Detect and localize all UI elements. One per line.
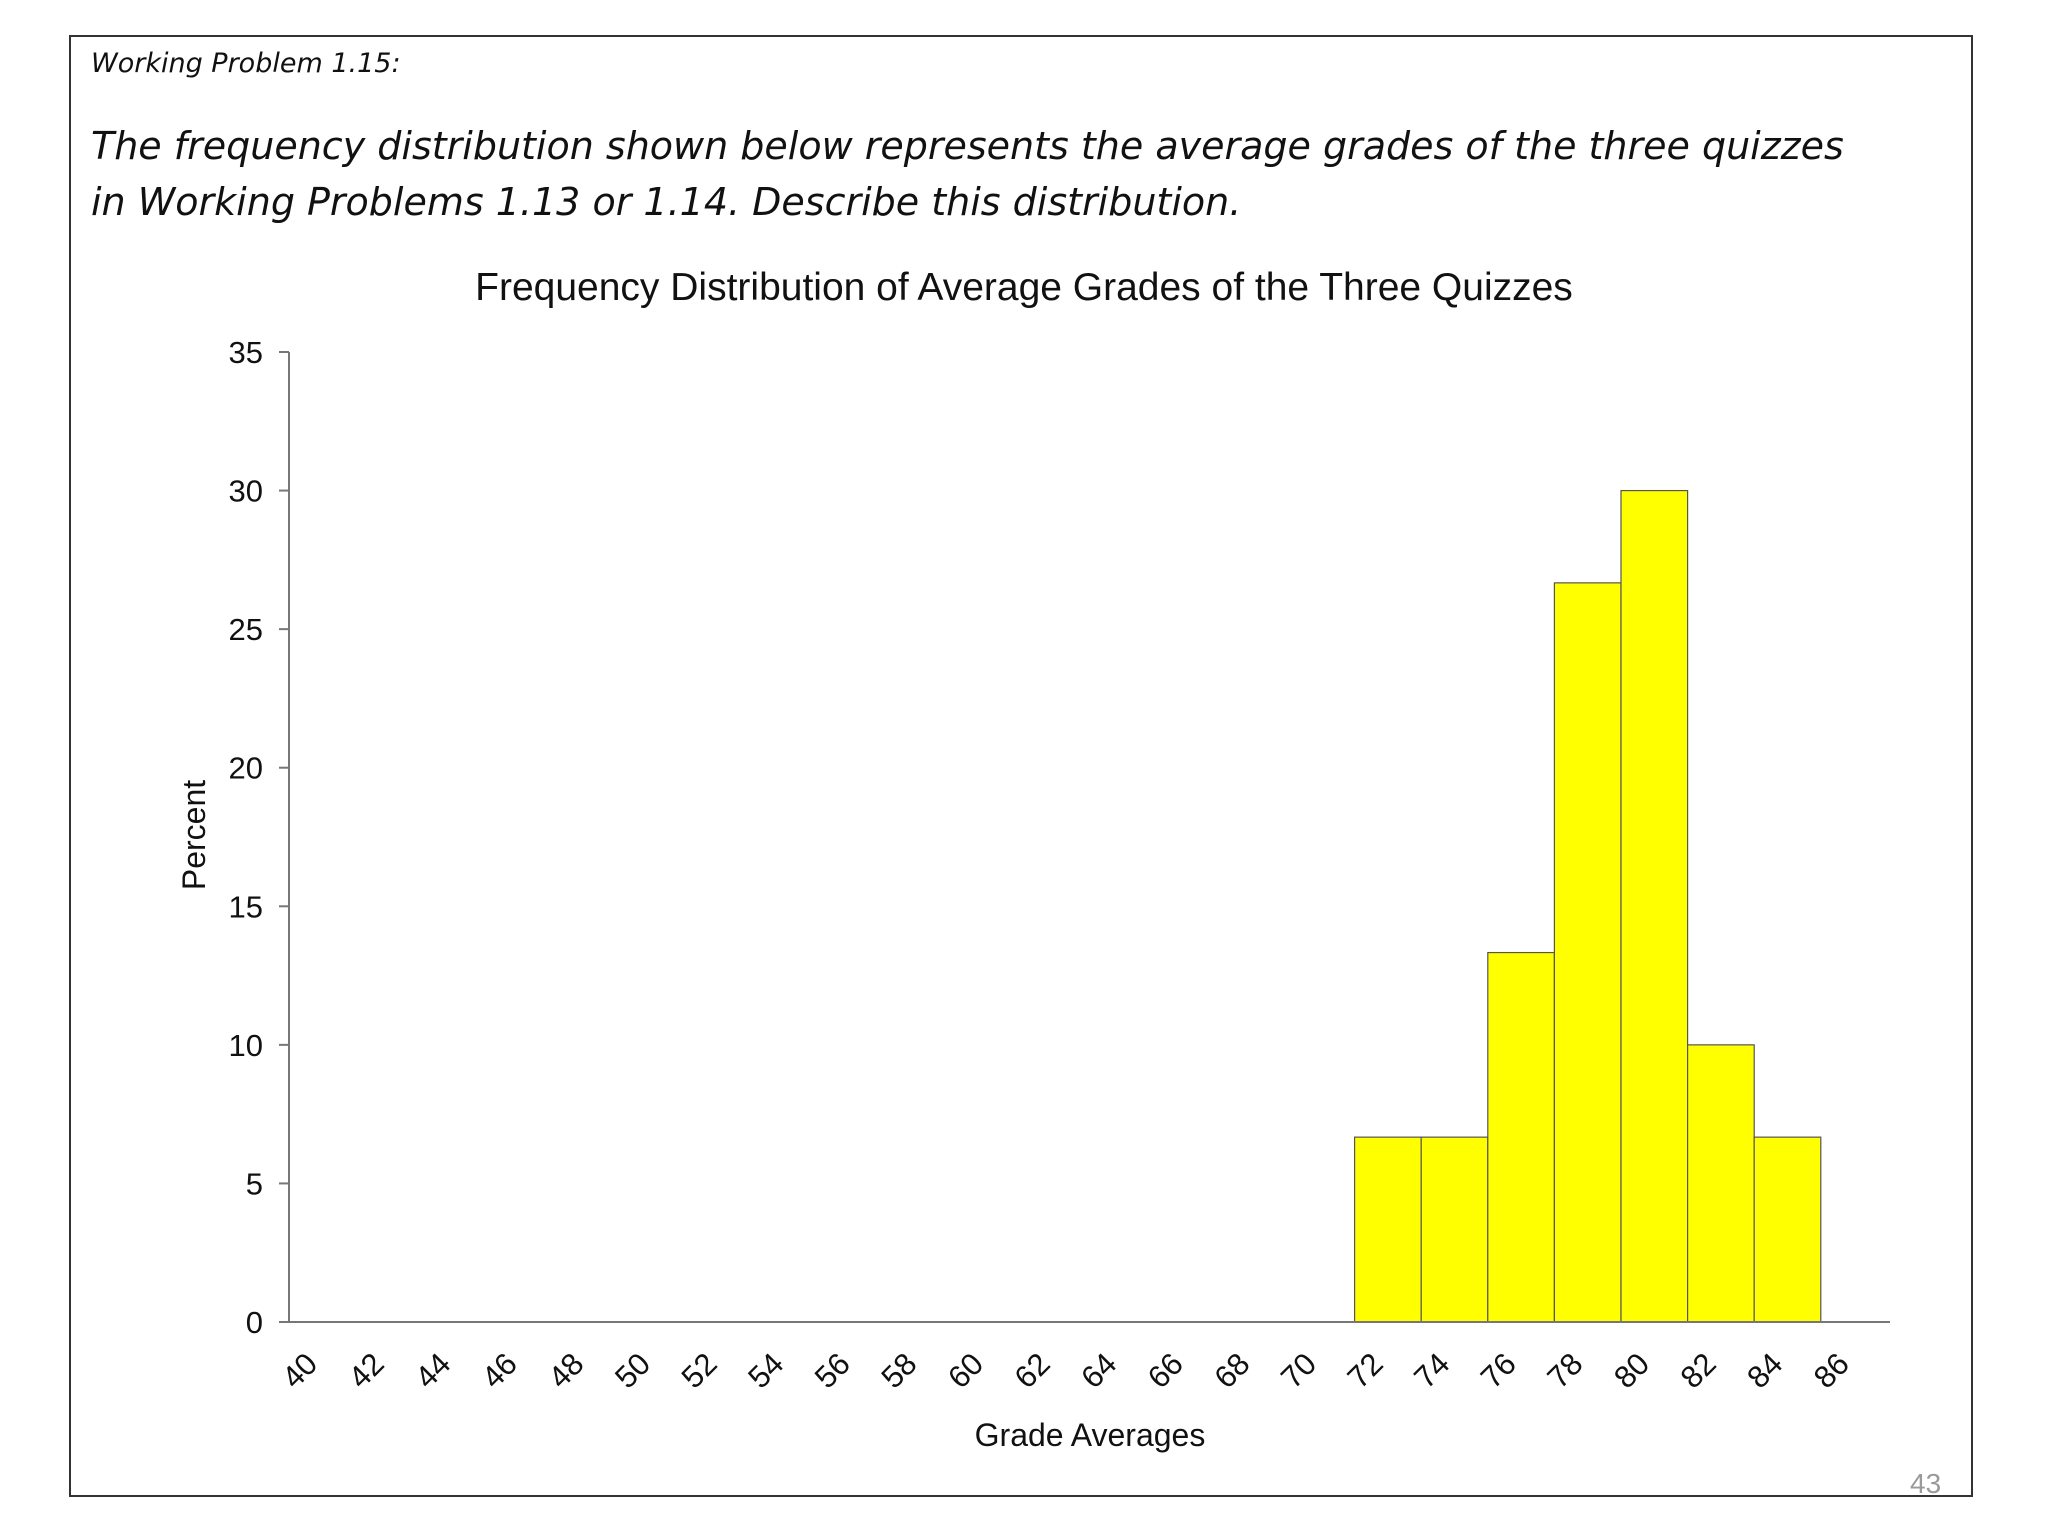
histogram-bar [1753,1136,1822,1323]
page-number: 43 [1910,1468,1942,1499]
y-tick-label: 25 [229,612,263,647]
x-tick-label: 42 [342,1346,391,1395]
x-tick-label: 46 [475,1346,524,1395]
problem-label: Working Problem 1.15: [91,48,401,79]
y-tick-label: 20 [229,751,263,786]
y-tick-label: 30 [229,474,263,509]
x-tick-label: 66 [1141,1346,1190,1395]
y-ticks-group: 0 5 10 15 20 25 30 35 [229,335,289,1340]
x-tick-label: 74 [1407,1346,1456,1395]
y-axis-label: Percent [176,780,212,890]
y-tick-label: 5 [246,1166,263,1201]
y-tick-label: 35 [229,335,263,370]
histogram-bar [1553,582,1622,1323]
x-tick-label: 60 [941,1346,990,1395]
x-axis-label: Grade Averages [975,1417,1206,1453]
histogram-bar [1487,951,1556,1323]
y-tick-label: 0 [246,1305,263,1340]
x-tick-label: 44 [408,1346,457,1395]
x-tick-label: 64 [1074,1346,1123,1395]
x-tick-label: 70 [1274,1346,1323,1395]
x-tick-label: 68 [1207,1346,1256,1395]
x-tick-label: 56 [808,1346,857,1395]
chart-title: Frequency Distribution of Average Grades… [475,266,1573,309]
x-tick-label: 72 [1341,1346,1390,1395]
bars-group [1353,489,1822,1323]
x-tick-label: 48 [541,1346,590,1395]
slide-frame [69,35,1973,1497]
x-ticks-group: 40 42 44 46 48 50 52 54 56 58 60 62 64 66 68 70 72 74 76 78… [275,1346,1856,1395]
histogram-bar [1620,489,1689,1323]
x-tick-label: 82 [1674,1346,1723,1395]
x-tick-label: 80 [1607,1346,1656,1395]
x-tick-label: 40 [275,1346,324,1395]
x-tick-label: 62 [1008,1346,1057,1395]
x-tick-label: 52 [675,1346,724,1395]
x-tick-label: 86 [1807,1346,1856,1395]
x-tick-label: 50 [608,1346,657,1395]
axes-group [288,352,1890,1323]
histogram-bar [1686,1044,1755,1323]
problem-text: The frequency distribution shown below r… [91,124,1844,224]
y-tick-label: 15 [229,889,263,924]
x-tick-label: 54 [741,1346,790,1395]
x-tick-label: 76 [1474,1346,1523,1395]
x-tick-label: 84 [1740,1346,1789,1395]
x-tick-label: 58 [874,1346,923,1395]
histogram-bar [1420,1136,1489,1323]
y-tick-label: 10 [229,1028,263,1063]
x-tick-label: 78 [1540,1346,1589,1395]
histogram-bar [1353,1136,1422,1323]
